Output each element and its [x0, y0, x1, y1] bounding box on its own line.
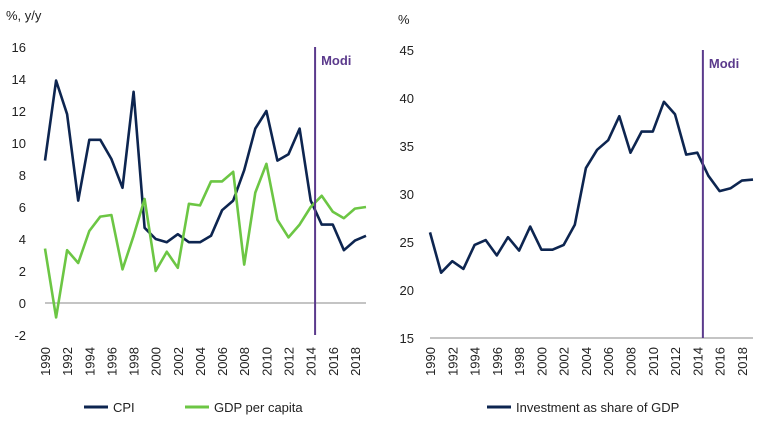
y-tick-label: 4	[19, 232, 26, 247]
left-modi-annotation: Modi	[314, 47, 351, 335]
investment-chart: % 15 20 25 30 35 40 45 1990 1992 1994 1996 1998 2000…	[398, 12, 754, 415]
x-tick-label: 1994	[468, 347, 483, 376]
right-axes: 15 20 25 30 35 40 45 1990 1992 1994 1996 1998 2000 20…	[400, 43, 753, 376]
y-tick-label: 0	[19, 296, 26, 311]
x-tick-label: 2016	[326, 347, 341, 376]
x-tick-label: 1992	[60, 347, 75, 376]
right-legend: Investment as share of GDP	[487, 400, 679, 415]
x-tick-label: 1998	[512, 347, 527, 376]
x-tick-label: 2004	[579, 347, 594, 376]
x-tick-label: 1998	[127, 347, 142, 376]
x-tick-label: 2018	[735, 347, 750, 376]
modi-marker-label: Modi	[321, 53, 351, 68]
x-tick-label: 2004	[193, 347, 208, 376]
y-tick-label: 6	[19, 200, 26, 215]
y-tick-label: 40	[400, 91, 414, 106]
x-tick-label: 1994	[82, 347, 97, 376]
y-tick-label: 15	[400, 331, 414, 346]
right-y-unit-label: %	[398, 12, 410, 27]
y-tick-label: 35	[400, 139, 414, 154]
x-tick-label: 2008	[237, 347, 252, 376]
legend-label-gdp: GDP per capita	[214, 400, 303, 415]
y-tick-label: -2	[14, 328, 26, 343]
x-tick-label: 1996	[490, 347, 505, 376]
y-tick-label: 45	[400, 43, 414, 58]
modi-marker-label: Modi	[709, 56, 739, 71]
x-tick-label: 2014	[690, 347, 705, 376]
x-tick-label: 2000	[534, 347, 549, 376]
x-tick-label: 2014	[304, 347, 319, 376]
y-tick-label: 10	[12, 136, 26, 151]
right-series-layer	[428, 100, 754, 275]
y-tick-label: 2	[19, 264, 26, 279]
left-axes: -2 0 2 4 6 8 10 12 14 16 1990 1992 1994 1996 1998 2000 2…	[12, 40, 366, 376]
y-tick-label: 20	[400, 283, 414, 298]
x-tick-label: 2006	[601, 347, 616, 376]
x-tick-label: 1990	[423, 347, 438, 376]
y-tick-label: 12	[12, 104, 26, 119]
y-tick-label: 30	[400, 187, 414, 202]
x-tick-label: 2010	[259, 347, 274, 376]
left-y-unit-label: %, y/y	[6, 8, 42, 23]
x-tick-label: 2012	[668, 347, 683, 376]
x-tick-label: 2000	[149, 347, 164, 376]
series-line-gdp-per-capita	[43, 162, 367, 319]
right-modi-annotation: Modi	[701, 50, 739, 338]
x-tick-label: 2018	[348, 347, 363, 376]
x-tick-label: 2002	[557, 347, 572, 376]
x-tick-label: 2016	[713, 347, 728, 376]
x-tick-label: 2006	[215, 347, 230, 376]
x-tick-label: 2008	[623, 347, 638, 376]
left-series-layer	[43, 79, 367, 319]
x-tick-label: 1992	[445, 347, 460, 376]
cpi-gdp-chart: %, y/y -2 0 2 4 6 8 10 12 14 16 1990 1992 1994 1996 19…	[6, 8, 367, 415]
y-tick-label: 25	[400, 235, 414, 250]
x-tick-label: 2010	[646, 347, 661, 376]
x-tick-label: 1996	[104, 347, 119, 376]
y-tick-label: 8	[19, 168, 26, 183]
y-tick-label: 16	[12, 40, 26, 55]
legend-label-cpi: CPI	[113, 400, 135, 415]
x-tick-label: 2012	[282, 347, 297, 376]
left-legend: CPI GDP per capita	[84, 400, 303, 415]
x-tick-label: 1990	[38, 347, 53, 376]
x-tick-label: 2002	[171, 347, 186, 376]
series-line-investment-as-share-of-gdp	[428, 100, 754, 275]
legend-label-investment: Investment as share of GDP	[516, 400, 679, 415]
y-tick-label: 14	[12, 72, 26, 87]
